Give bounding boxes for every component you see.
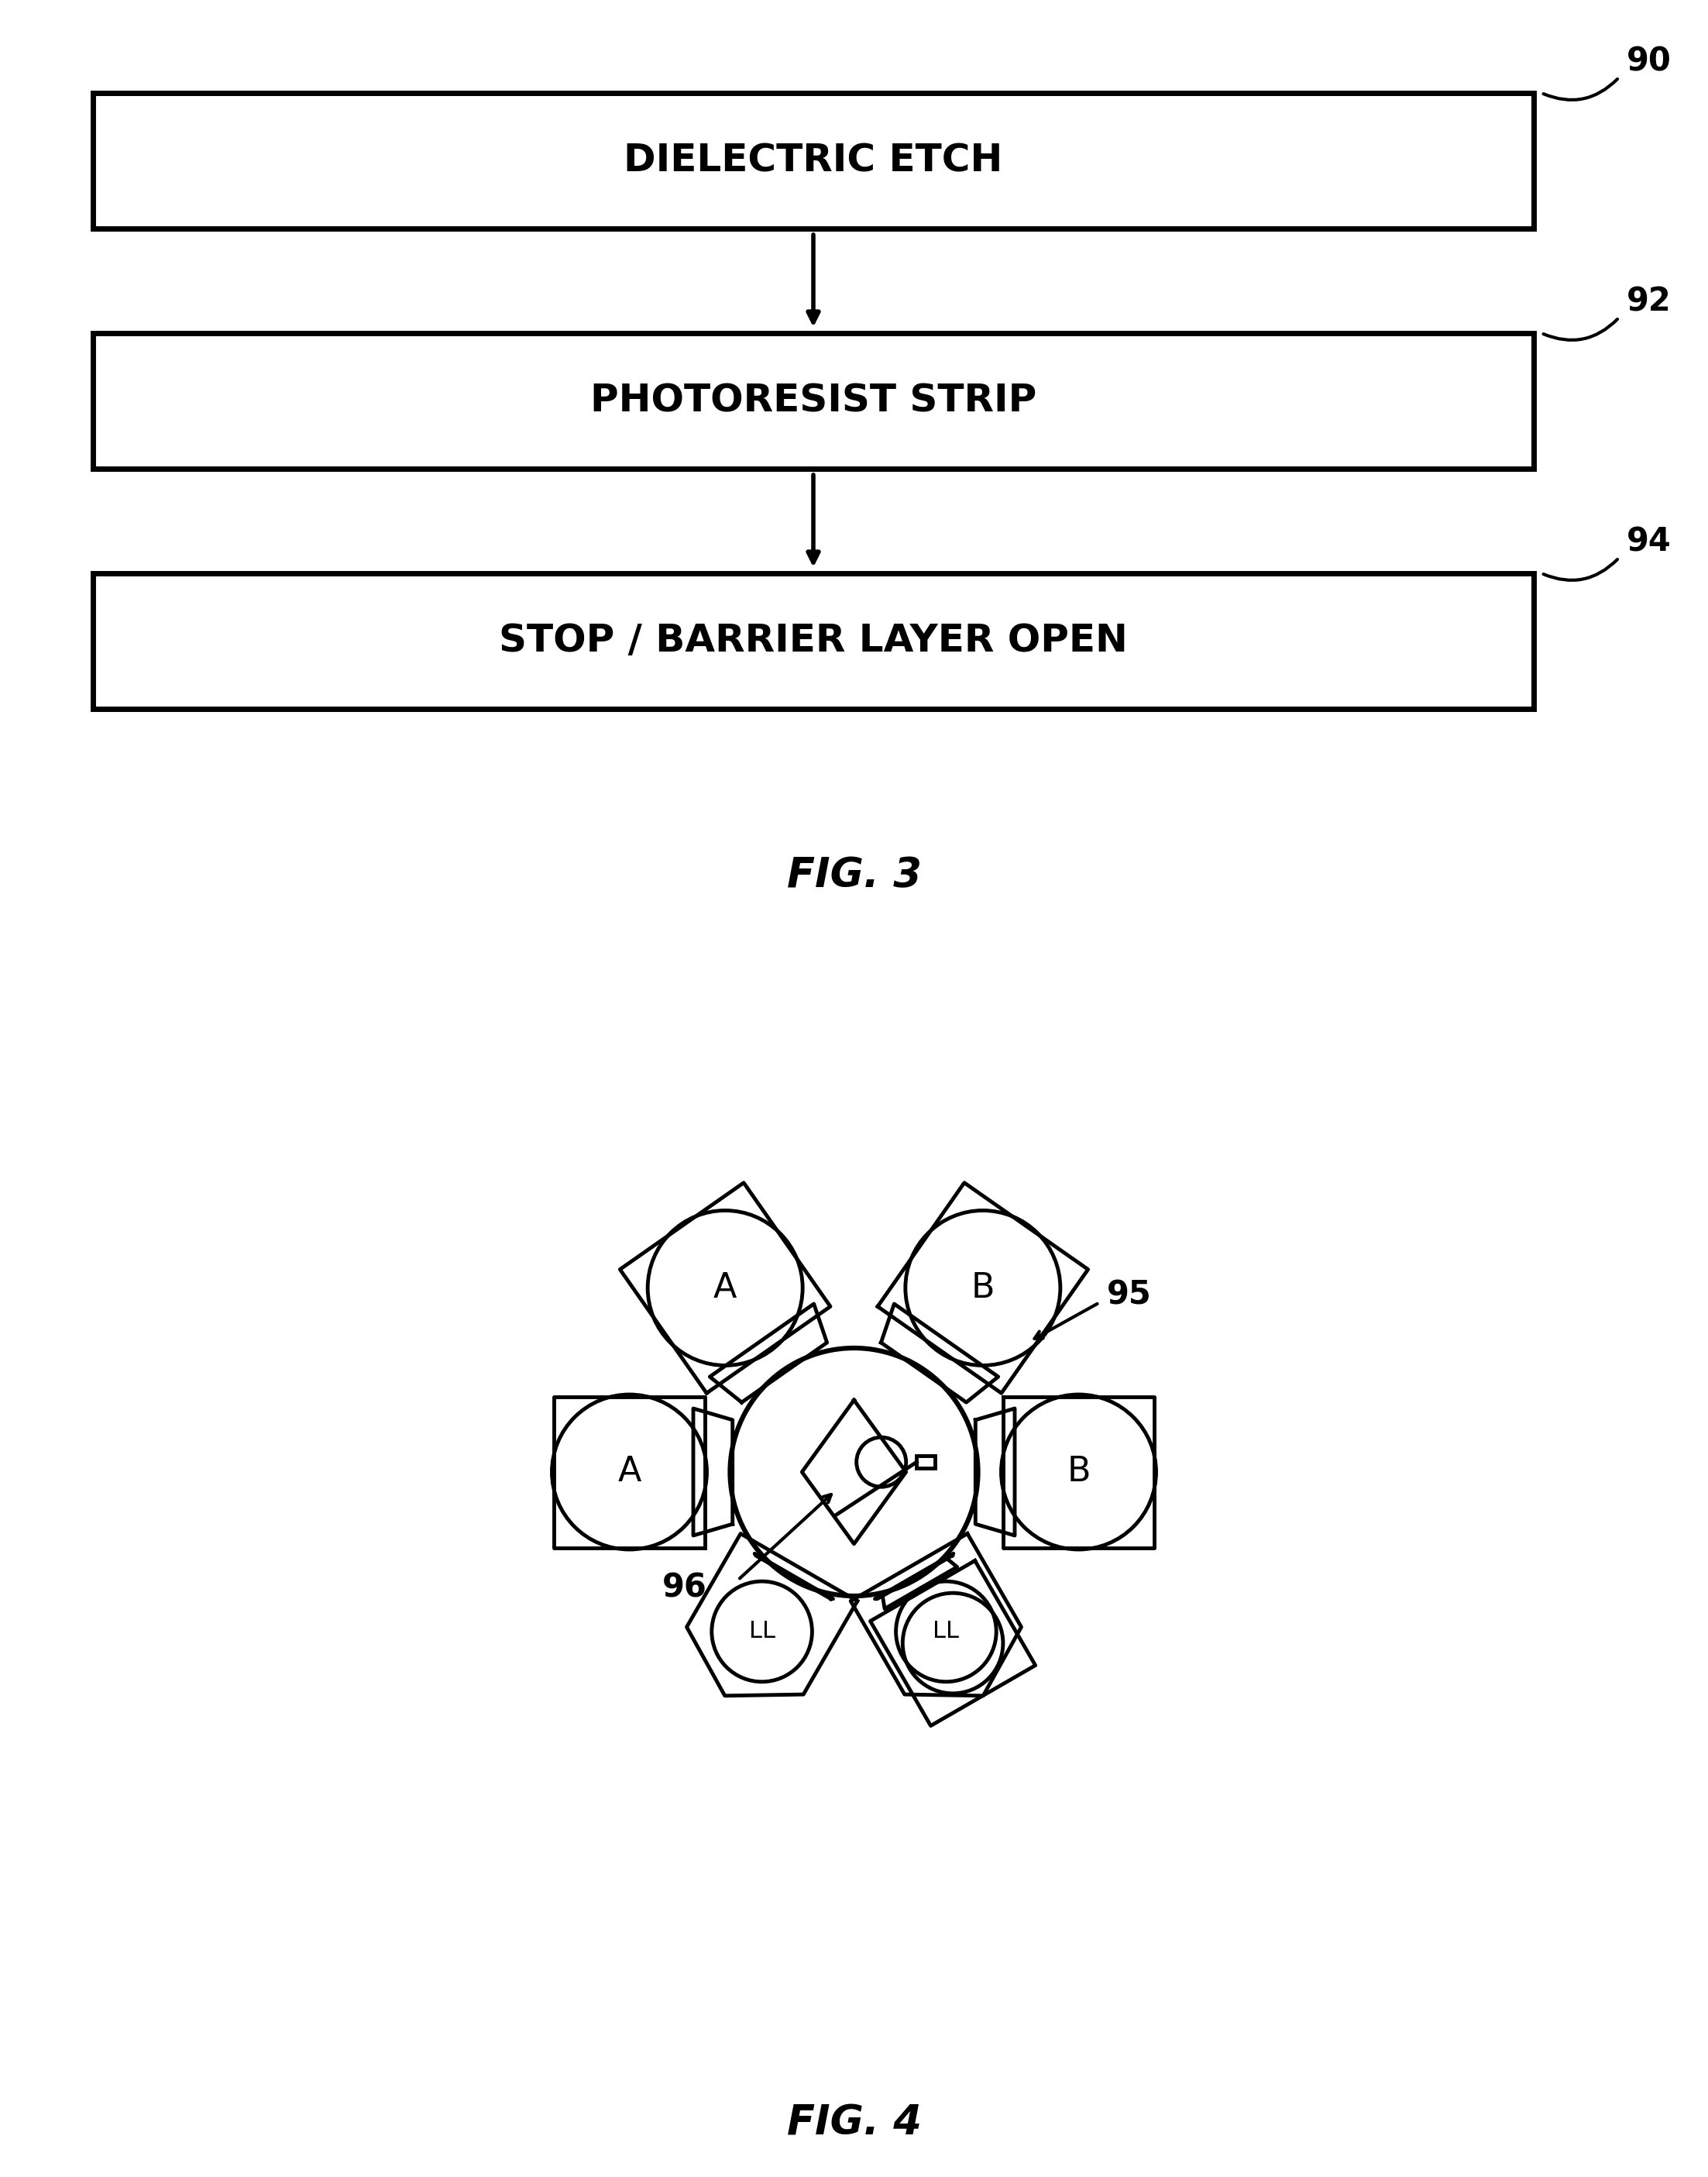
Bar [92, 573, 1534, 710]
Bar [917, 1456, 936, 1467]
Text: STOP / BARRIER LAYER OPEN: STOP / BARRIER LAYER OPEN [499, 623, 1127, 660]
Text: LL: LL [748, 1620, 775, 1644]
Text: B: B [972, 1271, 994, 1304]
Text: 96: 96 [663, 1572, 707, 1604]
Text: B: B [1068, 1456, 1090, 1489]
Text: 94: 94 [1626, 525, 1672, 557]
Text: LL: LL [933, 1620, 960, 1644]
Bar [92, 333, 1534, 468]
Text: FIG. 4: FIG. 4 [787, 2103, 921, 2142]
Text: A: A [618, 1456, 640, 1489]
Bar [92, 94, 1534, 229]
Text: A: A [714, 1271, 736, 1304]
Text: PHOTORESIST STRIP: PHOTORESIST STRIP [591, 383, 1037, 420]
Text: 92: 92 [1626, 285, 1672, 318]
Text: 95: 95 [1107, 1278, 1151, 1311]
Text: DIELECTRIC ETCH: DIELECTRIC ETCH [623, 142, 1003, 179]
Text: FIG. 3: FIG. 3 [787, 856, 921, 895]
Text: 90: 90 [1626, 46, 1672, 78]
